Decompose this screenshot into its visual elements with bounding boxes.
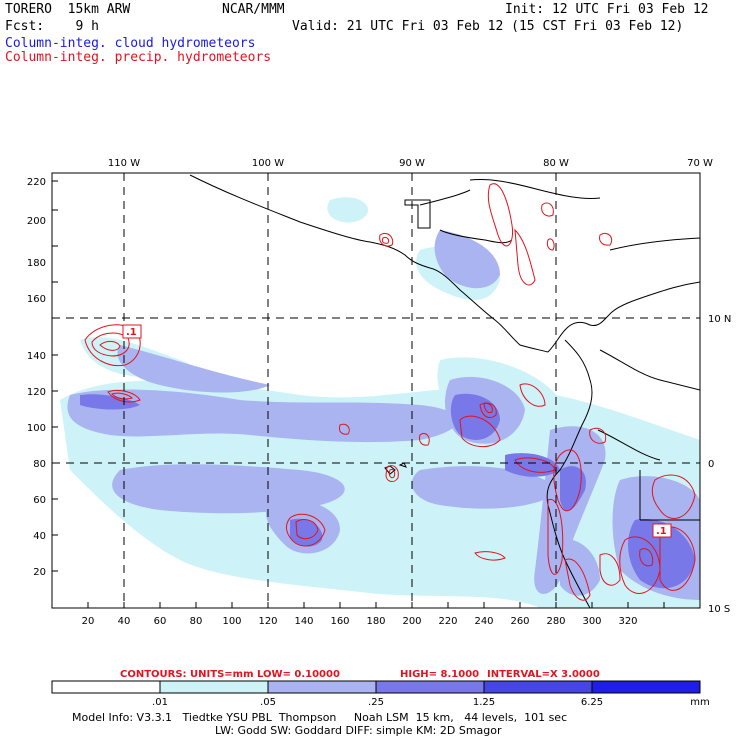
contour-units: CONTOURS: UNITS=mm LOW= 0.10000 — [120, 669, 340, 680]
contour-label-box — [122, 324, 142, 339]
colorbar-label: .01 — [152, 697, 168, 708]
contour-value-labels: .1 .1 — [122, 324, 672, 538]
x-tick-label: 80 — [190, 616, 203, 627]
x-tick-label: 280 — [546, 616, 565, 627]
colorbar-swatch — [375, 680, 485, 694]
contour-label-box — [652, 523, 672, 538]
x-tick-label: 20 — [82, 616, 95, 627]
precip-hydrometeors-contours — [84, 183, 696, 601]
agency-label: NCAR/MMM — [222, 2, 285, 17]
x-tick-label: 40 — [118, 616, 131, 627]
colorbar-swatch — [591, 680, 701, 694]
y-tick-label: 60 — [33, 495, 46, 506]
lon-label: 70 W — [687, 158, 713, 169]
colorbar-label: .25 — [368, 697, 384, 708]
tick-marks — [52, 180, 665, 608]
cloud-hydrometeors-field — [60, 197, 700, 608]
colorbar-label: 6.25 — [581, 697, 603, 708]
lat-lon-grid — [52, 173, 700, 608]
y-axis-labels: 20 40 60 80 100 120 140 160 180 200 220 — [27, 177, 46, 578]
colorbar-swatch — [159, 680, 269, 694]
lon-label: 80 W — [543, 158, 569, 169]
lon-label: 110 W — [108, 158, 140, 169]
colorbar-unit: mm — [690, 697, 709, 708]
x-tick-label: 260 — [510, 616, 529, 627]
x-tick-label: 120 — [258, 616, 277, 627]
x-tick-label: 300 — [582, 616, 601, 627]
contour-info: CONTOURS: UNITS=mm LOW= 0.10000 HIGH= 8.… — [120, 669, 600, 680]
y-tick-label: 160 — [27, 294, 46, 305]
colorbar-swatch — [483, 680, 593, 694]
x-tick-label: 100 — [222, 616, 241, 627]
y-tick-label: 120 — [27, 387, 46, 398]
colorbar-label: 1.25 — [473, 697, 495, 708]
contour-label: .1 — [126, 327, 137, 338]
y-tick-label: 40 — [33, 531, 46, 542]
x-tick-label: 320 — [618, 616, 637, 627]
x-tick-label: 140 — [294, 616, 313, 627]
contour-interval: INTERVAL=X 3.0000 — [487, 669, 600, 680]
longitude-labels: 110 W 100 W 90 W 80 W 70 W — [108, 158, 713, 169]
lon-label: 90 W — [399, 158, 425, 169]
latitude-labels: 10 N 0 10 S — [708, 314, 731, 615]
field-label-cloud: Column-integ. cloud hydrometeors — [5, 36, 256, 51]
coastlines — [189, 174, 700, 608]
y-tick-label: 180 — [27, 258, 46, 269]
field-label-precip: Column-integ. precip. hydrometeors — [5, 50, 272, 65]
colorbar-label: .05 — [260, 697, 276, 708]
contour-high: HIGH= 8.1000 — [400, 669, 479, 680]
lat-label: 10 S — [708, 604, 730, 615]
contour-label: .1 — [656, 526, 667, 537]
y-tick-label: 200 — [27, 216, 46, 227]
colorbar-swatch — [51, 680, 161, 694]
init-time: Init: 12 UTC Fri 03 Feb 12 — [505, 2, 709, 17]
y-tick-label: 20 — [33, 567, 46, 578]
lat-label: 10 N — [708, 314, 731, 325]
colorbar-swatch — [267, 680, 377, 694]
x-tick-label: 60 — [154, 616, 167, 627]
x-tick-label: 240 — [474, 616, 493, 627]
x-tick-label: 160 — [330, 616, 349, 627]
y-tick-label: 100 — [27, 423, 46, 434]
x-axis-labels: 20 40 60 80 100 120 140 160 180 200 220 … — [82, 616, 638, 627]
model-info-line1: Model Info: V3.3.1 Tiedtke YSU PBL Thomp… — [72, 711, 568, 724]
y-tick-label: 140 — [27, 351, 46, 362]
colorbar-labels: .01 .05 .25 1.25 6.25 mm — [152, 697, 710, 708]
y-tick-label: 220 — [27, 177, 46, 188]
x-tick-label: 180 — [366, 616, 385, 627]
lat-label: 0 — [708, 459, 714, 470]
forecast-hour: Fcst: 9 h — [5, 19, 99, 34]
x-tick-label: 220 — [438, 616, 457, 627]
model-info-line2: LW: Godd SW: Goddard DIFF: simple KM: 2D… — [215, 724, 502, 737]
lon-label: 100 W — [252, 158, 284, 169]
x-tick-label: 200 — [402, 616, 421, 627]
model-title: TORERO 15km ARW — [5, 2, 131, 17]
valid-time: Valid: 21 UTC Fri 03 Feb 12 (15 CST Fri … — [292, 19, 684, 34]
y-tick-label: 80 — [33, 459, 46, 470]
colorbar — [51, 680, 701, 694]
